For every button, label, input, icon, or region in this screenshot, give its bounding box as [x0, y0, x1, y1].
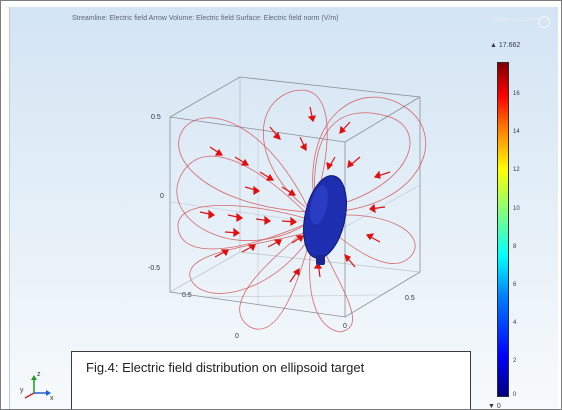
colorbar-tick: 6 — [513, 282, 517, 288]
axis-tick-z: 0.5 — [151, 114, 161, 121]
colorbar-tick: 16 — [513, 91, 520, 97]
field-visualization — [169, 76, 426, 333]
figure-caption: Fig.4: Electric field distribution on el… — [71, 351, 471, 409]
brand-logo-icon: COMSOL MULTIPHYSICS — [490, 17, 550, 23]
plot-title: Streamline: Electric field Arrow Volume:… — [72, 15, 339, 22]
axis-tick-y: 0.5 — [182, 292, 192, 299]
colorbar-tick: 8 — [513, 244, 517, 250]
triad-z-label: z — [37, 371, 41, 378]
ellipsoid-target — [303, 175, 347, 265]
colorbar-tick: 12 — [513, 167, 520, 173]
field-arrows — [199, 106, 391, 283]
triad-x-label: x — [50, 395, 54, 402]
triad-y-label: y — [20, 387, 24, 394]
colorbar-tick: 14 — [513, 129, 520, 135]
plot-viewport[interactable]: Streamline: Electric field Arrow Volume:… — [9, 7, 558, 409]
axis-tick-x: 0 — [343, 323, 347, 330]
colorbar-tick: 0 — [513, 392, 517, 398]
colorbar-tick: 4 — [513, 320, 517, 326]
bounding-box — [169, 76, 421, 318]
colorbar-max-label: ▲ 17.662 — [490, 42, 521, 49]
colorbar-tick: 10 — [513, 206, 520, 212]
axis-tick-z: -0.5 — [148, 265, 161, 272]
colorbar-tick: 2 — [513, 358, 517, 364]
axis-tick-z: 0 — [160, 193, 164, 200]
colorbar — [497, 62, 509, 397]
axis-tick-y: 0 — [235, 333, 239, 340]
colorbar-min-label: ▼ 0 — [488, 403, 501, 410]
brand-logo-glyph — [538, 16, 550, 28]
axis-tick-x: 0.5 — [405, 295, 415, 302]
streamlines — [176, 89, 426, 333]
coordinate-triad-icon: z y x — [20, 371, 60, 406]
